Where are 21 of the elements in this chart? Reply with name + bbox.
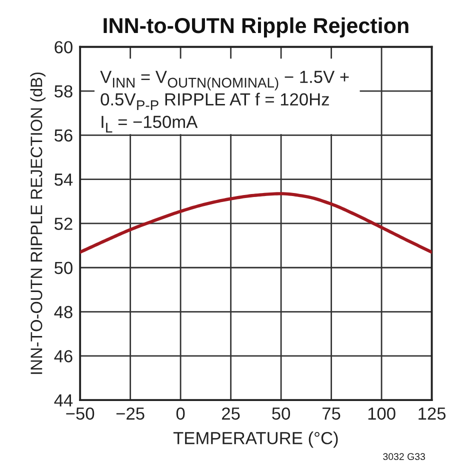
x-tick-label: 25 bbox=[222, 407, 240, 420]
text: 3032 G33 bbox=[383, 453, 425, 460]
x-tick-label: 0 bbox=[176, 407, 185, 420]
x-tick-label: −25 bbox=[116, 407, 144, 420]
y-tick-label: 54 bbox=[54, 174, 73, 186]
chart-title: INN-to-OUTN Ripple Rejection bbox=[104, 17, 408, 38]
x-tick-label: 75 bbox=[322, 408, 340, 420]
x-tick-label: 125 bbox=[418, 407, 446, 420]
y-tick-label: 46 bbox=[54, 350, 72, 362]
x-tick-label: 50 bbox=[272, 407, 290, 420]
y-tick-label: 50 bbox=[54, 262, 72, 274]
y-tick-label: 44 bbox=[54, 394, 73, 406]
y-tick-label: 56 bbox=[54, 129, 72, 142]
x-tick-label: 100 bbox=[368, 407, 396, 420]
x-axis-title: TEMPERATURE (°C) bbox=[173, 432, 338, 448]
y-tick-label: 58 bbox=[54, 85, 72, 98]
y-tick-label: 52 bbox=[54, 218, 72, 230]
x-tick-label: −50 bbox=[66, 407, 94, 420]
y-axis-title: INN-TO-OUTN RIPPLE REJECTION (dB) bbox=[30, 72, 46, 374]
y-tick-label: 48 bbox=[54, 306, 72, 318]
y-tick-label: 60 bbox=[54, 41, 72, 54]
